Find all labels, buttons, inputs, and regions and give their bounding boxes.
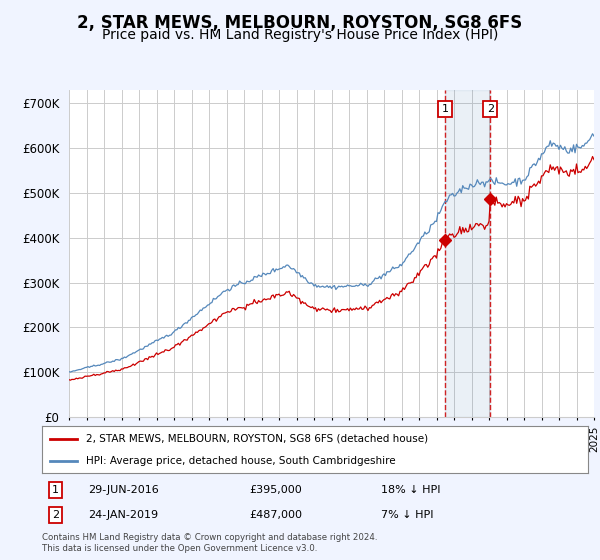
Text: 7% ↓ HPI: 7% ↓ HPI xyxy=(380,510,433,520)
Text: 1: 1 xyxy=(442,104,449,114)
Text: 18% ↓ HPI: 18% ↓ HPI xyxy=(380,485,440,495)
Text: 24-JAN-2019: 24-JAN-2019 xyxy=(88,510,158,520)
Text: £487,000: £487,000 xyxy=(250,510,302,520)
Text: £395,000: £395,000 xyxy=(250,485,302,495)
Text: Price paid vs. HM Land Registry's House Price Index (HPI): Price paid vs. HM Land Registry's House … xyxy=(102,28,498,42)
Text: 29-JUN-2016: 29-JUN-2016 xyxy=(88,485,159,495)
Text: 1: 1 xyxy=(52,485,59,495)
Bar xyxy=(445,90,490,417)
Text: 2, STAR MEWS, MELBOURN, ROYSTON, SG8 6FS: 2, STAR MEWS, MELBOURN, ROYSTON, SG8 6FS xyxy=(77,14,523,32)
Text: 2, STAR MEWS, MELBOURN, ROYSTON, SG8 6FS (detached house): 2, STAR MEWS, MELBOURN, ROYSTON, SG8 6FS… xyxy=(86,434,428,444)
Text: Contains HM Land Registry data © Crown copyright and database right 2024.
This d: Contains HM Land Registry data © Crown c… xyxy=(42,533,377,553)
Text: HPI: Average price, detached house, South Cambridgeshire: HPI: Average price, detached house, Sout… xyxy=(86,456,395,466)
Text: 2: 2 xyxy=(487,104,494,114)
Text: 2: 2 xyxy=(52,510,59,520)
